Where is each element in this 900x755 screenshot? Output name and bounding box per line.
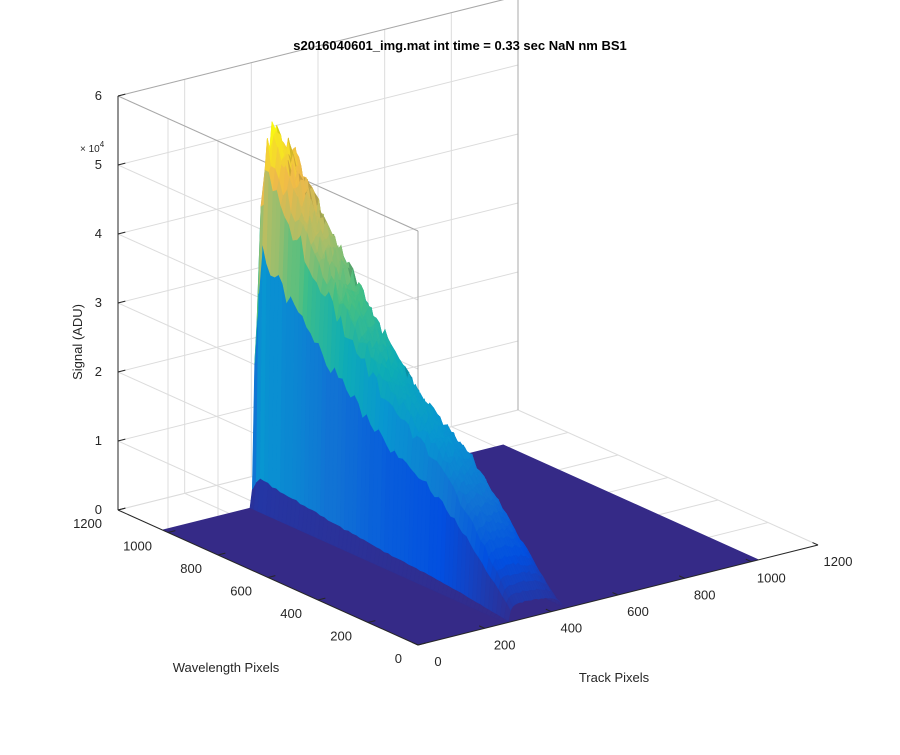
x-tick-label: 600	[627, 604, 649, 619]
z-tick-mark	[117, 507, 126, 511]
z-exponent-label: × 104	[80, 140, 105, 155]
z-axis-label: Signal (ADU)	[70, 304, 85, 380]
z-tick-mark	[117, 93, 126, 97]
y-tick-label: 1000	[123, 539, 152, 554]
x-tick-label: 400	[560, 621, 582, 636]
x-tick-mark	[412, 642, 419, 646]
z-tick-mark	[117, 162, 126, 166]
z-tick-mark	[117, 300, 126, 304]
y-tick-mark	[317, 597, 326, 601]
z-tick-label: 1	[95, 433, 102, 448]
y-tick-label: 600	[230, 584, 252, 599]
z-tick-mark	[117, 369, 126, 373]
box-edge	[117, 0, 505, 97]
y-tick-mark	[367, 620, 376, 623]
y-tick-mark	[417, 642, 426, 646]
y-tick-mark	[167, 530, 176, 533]
y-tick-label: 1200	[73, 516, 102, 531]
z-tick-mark	[117, 438, 126, 442]
y-tick-label: 0	[395, 651, 402, 666]
z-tick-mark	[117, 231, 126, 235]
y-tick-label: 800	[180, 561, 202, 576]
y-tick-label: 400	[280, 606, 302, 621]
wall-grid-line	[117, 133, 519, 235]
x-tick-label: 200	[494, 637, 516, 652]
x-tick-mark	[478, 625, 485, 629]
z-tick-label: 6	[95, 88, 102, 103]
y-axis-label: Wavelength Pixels	[173, 660, 280, 675]
chart-title: s2016040601_img.mat int time = 0.33 sec …	[293, 38, 627, 53]
x-tick-label: 1000	[757, 571, 786, 586]
wall-grid-line	[117, 64, 519, 166]
x-tick-mark	[545, 608, 552, 613]
x-tick-mark	[612, 592, 619, 596]
z-tick-label: 2	[95, 364, 102, 379]
z-tick-label: 3	[95, 295, 102, 310]
x-tick-label: 1200	[824, 554, 853, 569]
x-tick-mark	[678, 575, 685, 579]
z-tick-label: 4	[95, 226, 102, 241]
x-tick-mark	[812, 542, 819, 546]
y-tick-mark	[267, 575, 276, 578]
x-axis-label: Track Pixels	[579, 670, 650, 685]
x-tick-mark	[745, 558, 752, 563]
x-tick-label: 800	[694, 587, 716, 602]
z-tick-label: 0	[95, 502, 102, 517]
surface-layer	[162, 121, 760, 645]
y-tick-mark	[217, 552, 226, 556]
y-tick-label: 200	[330, 629, 352, 644]
z-tick-label: 5	[95, 157, 102, 172]
axis-layer: 0200400600800100012000200400600800100012…	[73, 88, 852, 669]
x-tick-label: 0	[434, 654, 441, 669]
